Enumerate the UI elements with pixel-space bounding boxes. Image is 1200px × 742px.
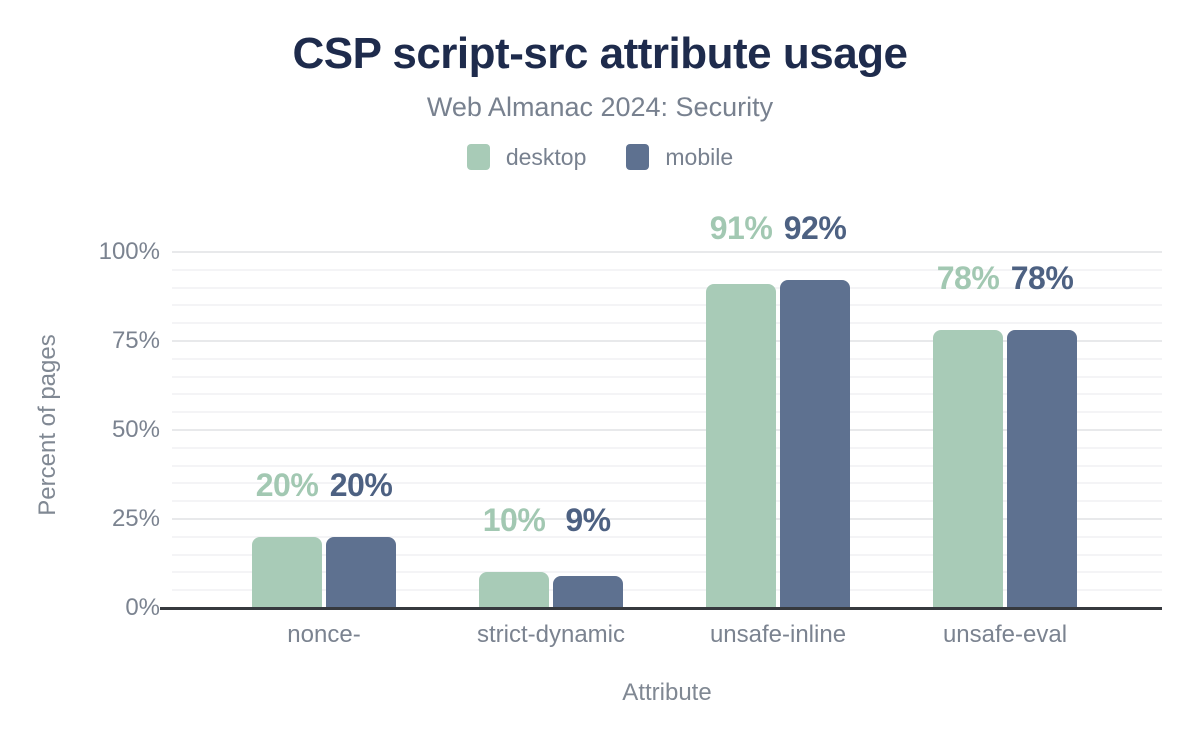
bar-desktop-unsafe-inline <box>706 284 776 608</box>
gridline-minor <box>172 375 1162 378</box>
value-label-desktop-unsafe-eval: 78% <box>936 260 1000 297</box>
x-tick-label-strict-dynamic: strict-dynamic <box>476 621 626 648</box>
gridline-minor <box>172 464 1162 467</box>
gridline-minor <box>172 268 1162 271</box>
gridline-minor <box>172 357 1162 360</box>
legend-item-mobile[interactable]: mobile <box>626 144 733 170</box>
gridline-minor <box>172 482 1162 485</box>
gridline-minor <box>172 500 1162 503</box>
legend-item-desktop[interactable]: desktop <box>466 143 587 170</box>
value-label-desktop-strict-dynamic: 10% <box>482 502 546 539</box>
y-tick-label: 100% <box>98 238 160 265</box>
value-label-mobile-strict-dynamic: 9% <box>565 502 611 539</box>
value-label-mobile-nonce-: 20% <box>329 466 393 503</box>
bar-desktop-strict-dynamic <box>479 572 549 608</box>
gridline-major <box>172 251 1162 253</box>
x-axis-title: Attribute <box>622 679 712 706</box>
gridline-minor <box>172 411 1162 414</box>
y-tick-label: 0% <box>125 594 160 621</box>
gridline-minor <box>172 553 1162 556</box>
gridline-minor <box>172 571 1162 574</box>
x-tick-label-unsafe-inline: unsafe-inline <box>709 621 847 648</box>
legend-label-mobile: mobile <box>665 143 734 170</box>
bar-desktop-nonce- <box>252 536 322 608</box>
plot-area: 20% 20% 10% 9% 91% 92% 78% 78% <box>160 212 1162 610</box>
gridline-major <box>172 518 1162 520</box>
gridline-minor <box>172 286 1162 289</box>
legend: desktop mobile <box>0 144 1200 170</box>
mobile-swatch-icon <box>626 144 650 170</box>
x-tick-label-nonce-: nonce- <box>287 621 361 648</box>
legend-label-desktop: desktop <box>505 143 587 170</box>
bar-mobile-unsafe-eval <box>1007 330 1077 608</box>
bar-mobile-nonce- <box>326 536 396 608</box>
value-label-desktop-nonce-: 20% <box>255 466 319 503</box>
value-label-mobile-unsafe-eval: 78% <box>1010 260 1074 297</box>
bar-mobile-strict-dynamic <box>553 575 623 608</box>
x-axis-line <box>160 607 1162 610</box>
bar-desktop-unsafe-eval <box>933 330 1003 608</box>
chart-subtitle: Web Almanac 2024: Security <box>426 92 774 122</box>
y-tick-label: 50% <box>111 416 160 443</box>
gridline-minor <box>172 589 1162 592</box>
bar-mobile-unsafe-inline <box>780 280 850 608</box>
value-label-desktop-unsafe-inline: 91% <box>709 210 773 247</box>
gridline-minor <box>172 393 1162 396</box>
gridline-minor <box>172 446 1162 449</box>
gridline-minor <box>172 535 1162 538</box>
gridline-minor <box>172 304 1162 307</box>
desktop-swatch-icon <box>466 144 490 170</box>
chart-title: CSP script-src attribute usage <box>292 29 908 78</box>
value-label-mobile-unsafe-inline: 92% <box>783 210 847 247</box>
gridline-major <box>172 429 1162 431</box>
x-tick-label-unsafe-eval: unsafe-eval <box>942 621 1068 648</box>
y-tick-label: 75% <box>111 327 160 354</box>
gridline-minor <box>172 322 1162 325</box>
y-tick-label: 25% <box>111 505 160 532</box>
gridline-major <box>172 340 1162 342</box>
